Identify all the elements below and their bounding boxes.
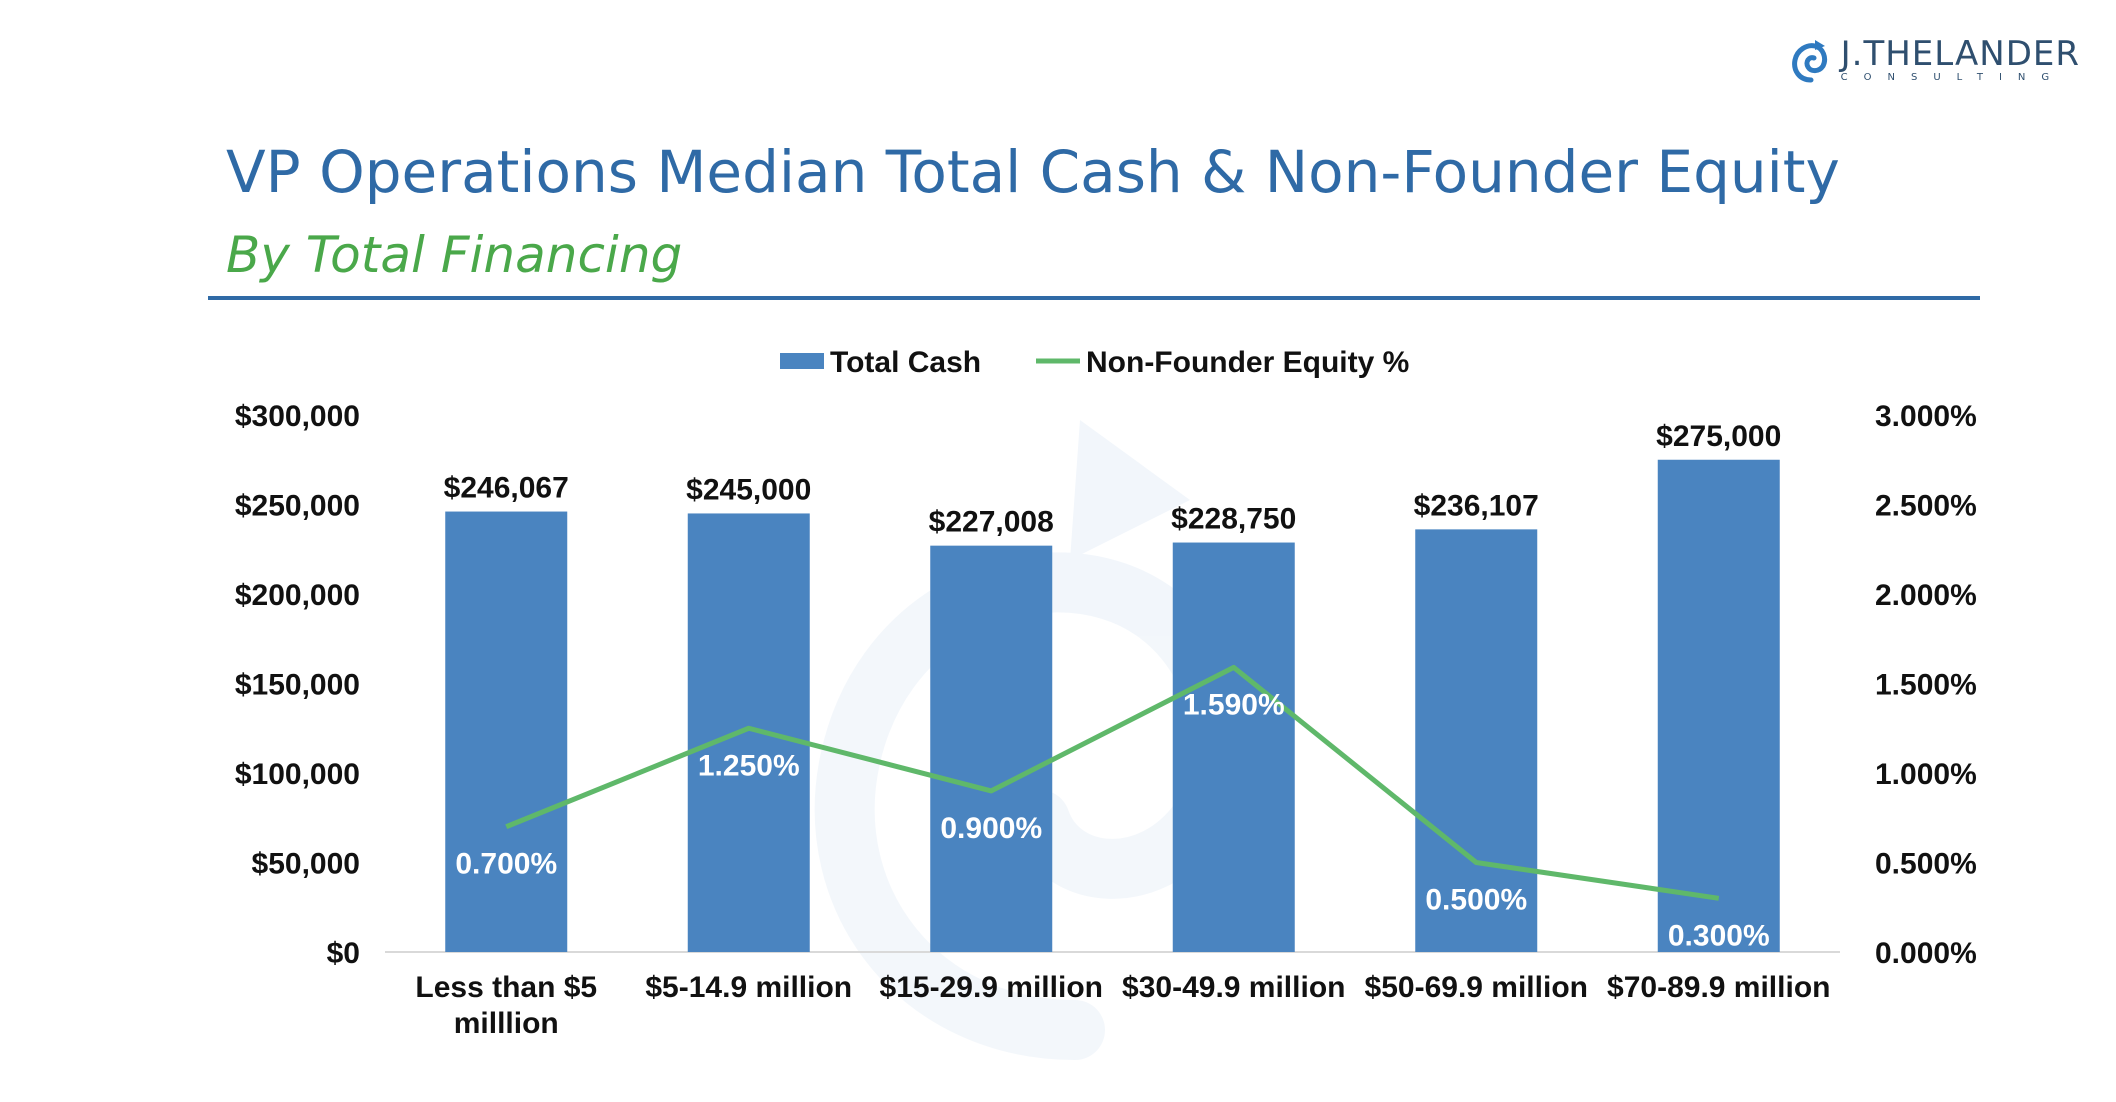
equity-data-label: 0.700% [455,848,557,881]
spiral-logo-icon [1791,40,1827,83]
logo-name: J.THELANDER [1840,34,2080,74]
logo-subtitle: CONSULTING [1840,72,2066,83]
page-subtitle: By Total Financing [226,226,683,284]
total-cash-bar [1415,529,1538,952]
x-category-label: $30-49.9 million [1122,971,1345,1004]
page-title: VP Operations Median Total Cash & Non-Fo… [226,138,1840,206]
title-divider [208,296,1980,300]
y-left-tick-label: $100,000 [235,758,360,791]
legend-label-equity: Non-Founder Equity % [1086,346,1409,379]
total-cash-bar [930,545,1053,952]
total-cash-data-label: $275,000 [1656,420,1781,453]
equity-data-label: 0.300% [1668,919,1770,952]
company-logo: J.THELANDER CONSULTING [1791,36,2080,84]
total-cash-bar [687,513,810,952]
y-left-tick-label: $200,000 [235,579,360,612]
y-right-tick-label: 0.500% [1875,848,1977,881]
x-category-label: $15-29.9 million [880,971,1103,1004]
total-cash-bar [445,511,568,952]
y-left-tick-label: $150,000 [235,669,360,702]
watermark-logo-icon [814,420,1252,1060]
total-cash-labels: $246,067 $245,000 $227,008 $228,750 $236,107… [444,420,1782,539]
total-cash-data-label: $227,008 [929,506,1054,539]
total-cash-bar [1657,459,1780,952]
y-axis-left: $0 $50,000 $100,000 $150,000 $200,000 $250,00… [235,400,360,970]
total-cash-bars [445,459,1780,952]
x-category-label: $70-89.9 million [1607,971,1830,1004]
total-cash-data-label: $246,067 [444,472,569,505]
equity-data-label: 0.900% [940,812,1042,845]
y-left-tick-label: $50,000 [252,848,360,881]
equity-data-label: 1.250% [698,749,800,782]
x-axis-categories: Less than $5 milllion $5-14.9 million $15-2… [415,971,1830,1040]
y-right-tick-label: 1.500% [1875,669,1977,702]
x-category-label: Less than $5 milllion [415,971,597,1040]
y-axis-right: 0.000% 0.500% 1.000% 1.500% 2.000% 2.500% 3.00… [1875,400,1977,970]
x-category-label: $50-69.9 million [1365,971,1588,1004]
y-right-tick-label: 3.000% [1875,400,1977,433]
y-right-tick-label: 2.500% [1875,490,1977,523]
cash-equity-chart: Total Cash Non-Founder Equity % $0 $50,000… [235,346,1977,1060]
equity-data-label: 0.500% [1425,884,1527,917]
x-category-label: $5-14.9 million [645,971,852,1004]
y-left-tick-label: $0 [327,937,360,970]
legend-swatch-total-cash [780,353,824,369]
y-left-tick-label: $300,000 [235,400,360,433]
equity-labels: 0.700% 1.250% 0.900% 1.590% 0.500% 0.300% [455,688,1769,952]
y-right-tick-label: 1.000% [1875,758,1977,791]
total-cash-data-label: $236,107 [1414,489,1539,522]
y-right-tick-label: 0.000% [1875,937,1977,970]
total-cash-data-label: $245,000 [686,473,811,506]
total-cash-data-label: $228,750 [1171,503,1296,536]
y-left-tick-label: $250,000 [235,490,360,523]
equity-line [505,664,1720,901]
y-right-tick-label: 2.000% [1875,579,1977,612]
total-cash-bar [1172,542,1295,952]
legend-label-total-cash: Total Cash [830,346,981,379]
chart-legend: Total Cash Non-Founder Equity % [780,346,1409,379]
equity-data-label: 1.590% [1183,688,1285,721]
